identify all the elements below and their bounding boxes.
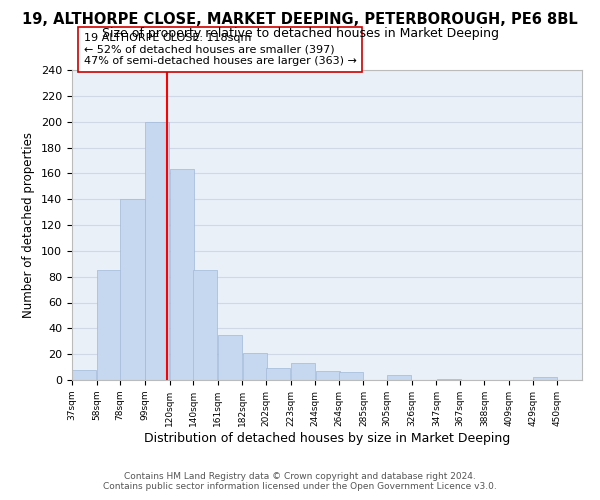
Text: Contains HM Land Registry data © Crown copyright and database right 2024.: Contains HM Land Registry data © Crown c…	[124, 472, 476, 481]
Bar	[218, 335, 242, 380]
Bar	[242, 353, 267, 380]
Bar	[533, 378, 557, 380]
Bar	[387, 375, 412, 380]
Bar	[121, 199, 145, 380]
Y-axis label: Number of detached properties: Number of detached properties	[22, 132, 35, 318]
Bar	[266, 368, 290, 380]
Text: 19, ALTHORPE CLOSE, MARKET DEEPING, PETERBOROUGH, PE6 8BL: 19, ALTHORPE CLOSE, MARKET DEEPING, PETE…	[22, 12, 578, 28]
Bar	[316, 371, 340, 380]
Text: Size of property relative to detached houses in Market Deeping: Size of property relative to detached ho…	[101, 28, 499, 40]
Bar	[291, 363, 315, 380]
Bar	[170, 170, 194, 380]
Bar	[193, 270, 217, 380]
Bar	[437, 378, 461, 380]
Text: Contains public sector information licensed under the Open Government Licence v3: Contains public sector information licen…	[103, 482, 497, 491]
Bar	[339, 372, 363, 380]
Text: 19 ALTHORPE CLOSE: 118sqm
← 52% of detached houses are smaller (397)
47% of semi: 19 ALTHORPE CLOSE: 118sqm ← 52% of detac…	[84, 33, 356, 66]
Bar	[97, 270, 121, 380]
Bar	[72, 370, 97, 380]
X-axis label: Distribution of detached houses by size in Market Deeping: Distribution of detached houses by size …	[144, 432, 510, 444]
Bar	[145, 122, 169, 380]
